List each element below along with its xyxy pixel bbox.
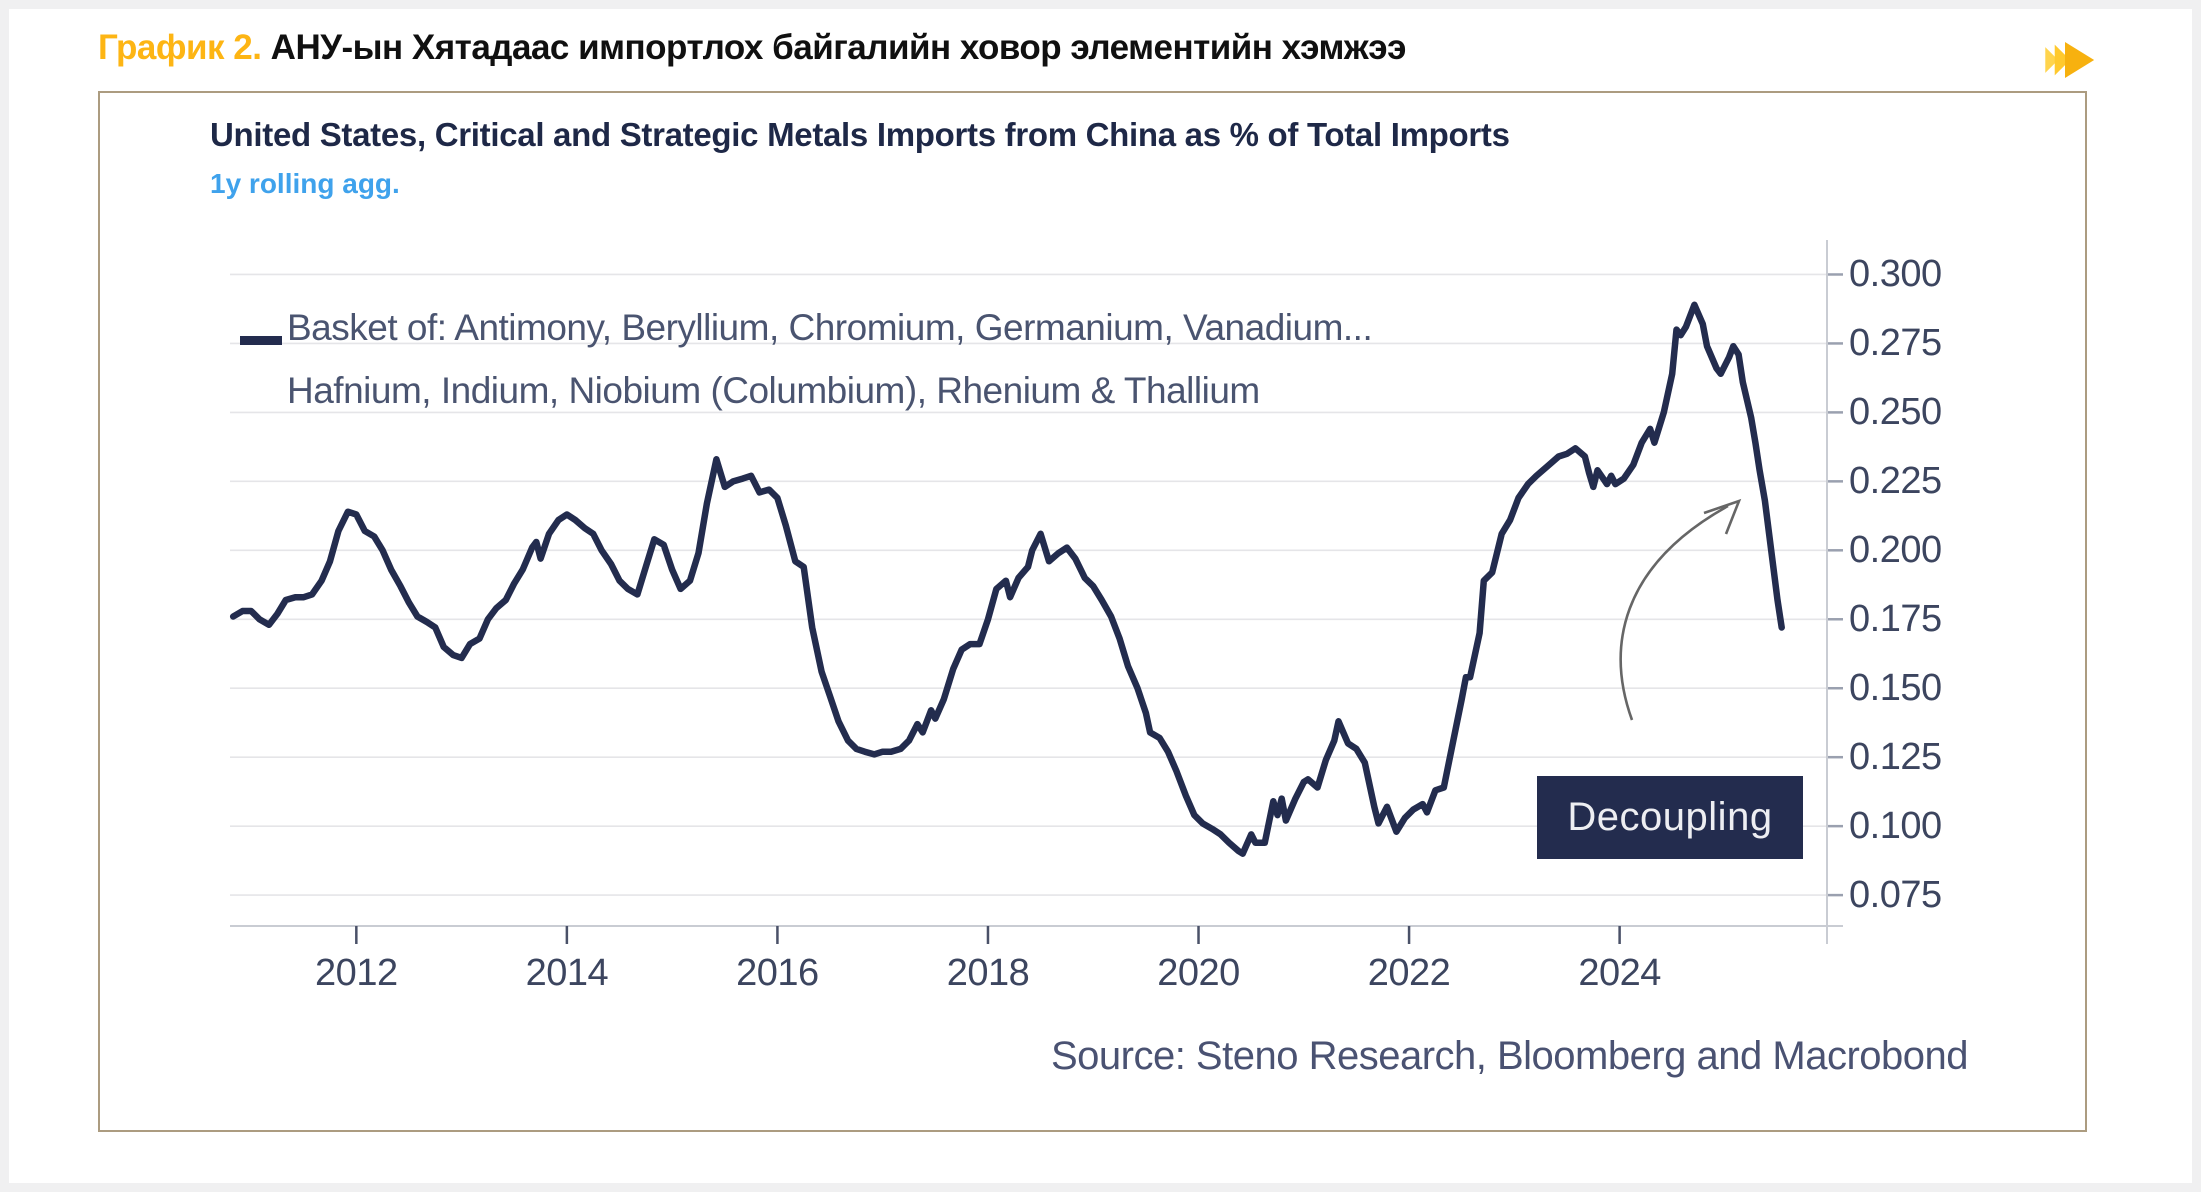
fast-forward-icon	[2045, 42, 2095, 78]
legend-line-marker	[240, 336, 282, 345]
figure-title: АНУ-ын Хятадаас импортлох байгалийн хово…	[270, 28, 1407, 67]
fast-forward-triangle-front	[2065, 42, 2095, 78]
decoupling-annotation: Decoupling	[1537, 776, 1803, 859]
series-line	[229, 301, 1785, 857]
fast-forward-triangle-back	[2045, 47, 2059, 73]
chart-card	[98, 91, 2087, 1132]
figure-number-label: График 2.	[98, 28, 262, 67]
decoupling-arrow	[1619, 504, 1729, 721]
source-text: Source: Steno Research, Bloomberg and Ma…	[1050, 1034, 1969, 1078]
chart-subtitle: 1y rolling agg.	[210, 168, 400, 199]
fast-forward-triangle-middle	[2054, 44, 2071, 76]
legend-label-line2: Hafnium, Indium, Niobium (Columbium), Rh…	[287, 370, 1260, 411]
legend-label-line1: Basket of: Antimony, Beryllium, Chromium…	[287, 307, 1373, 348]
chart-title: United States, Critical and Strategic Me…	[210, 116, 1510, 153]
decoupling-arrowhead	[1703, 498, 1742, 535]
chart-legend: Basket of: Antimony, Beryllium, Chromium…	[240, 296, 1373, 422]
page-title: График 2. АНУ-ын Хятадаас импортлох байг…	[98, 28, 2048, 68]
